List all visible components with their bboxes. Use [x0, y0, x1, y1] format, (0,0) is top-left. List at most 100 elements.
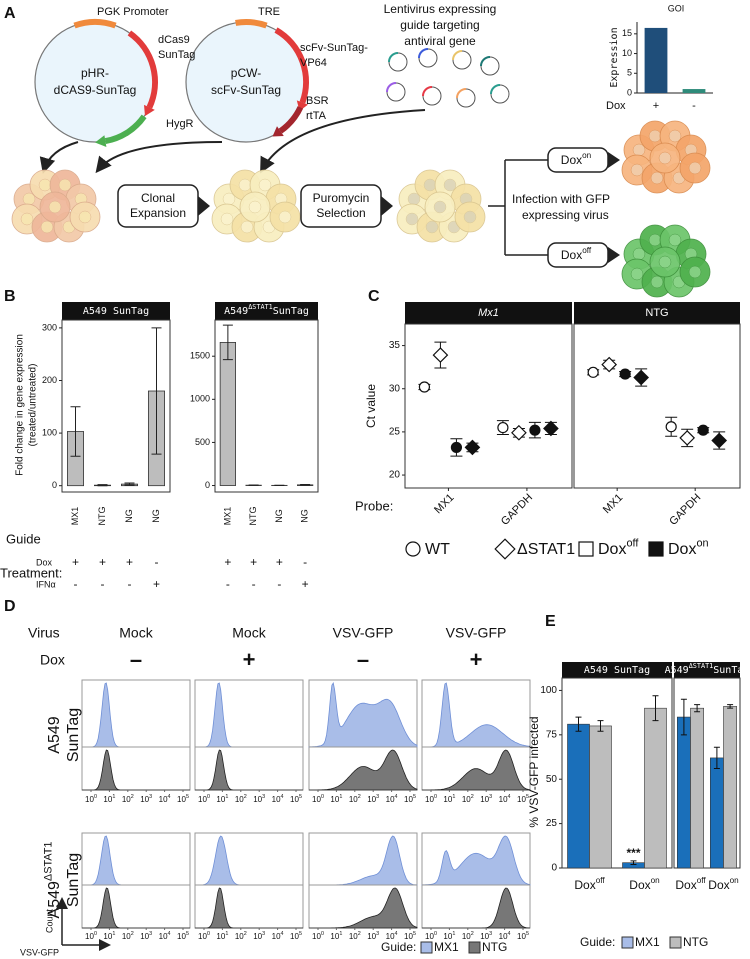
x-tick-label: 100	[312, 794, 324, 804]
treatment-value: +	[72, 555, 79, 569]
treatment-value: +	[224, 555, 231, 569]
x-tick-label: 101	[443, 931, 455, 941]
step-arrow	[381, 196, 393, 216]
cell-nucleus	[463, 210, 477, 224]
x-tick-label-part: 10	[198, 932, 207, 941]
x-tick-label-part: 0	[207, 931, 210, 937]
cell-nucleus	[48, 200, 62, 214]
x-tick-label: 104	[159, 931, 171, 941]
plot-frame	[573, 323, 741, 489]
point	[511, 424, 527, 441]
cell-nucleus	[258, 178, 272, 192]
x-tick-label: 101	[103, 931, 115, 941]
virus-guide	[418, 48, 429, 59]
cell-nucleus	[658, 151, 672, 165]
label: guide targeting	[400, 18, 479, 32]
legend-label: MX1	[434, 940, 459, 954]
x-tick-label-part: 4	[168, 794, 171, 800]
legend-label-part: off	[626, 537, 639, 549]
y-tick-label: 35	[389, 340, 401, 351]
x-tick-label: Doxon	[708, 876, 738, 892]
y-tick-label: 30	[389, 383, 401, 394]
label: Doxoff	[561, 246, 592, 262]
legend-label: MX1	[635, 935, 660, 949]
x-tick-label-part: 0	[321, 794, 324, 800]
plasmid-feature	[104, 114, 147, 145]
x-tick-label: 101	[216, 931, 228, 941]
cell-nucleus	[668, 233, 682, 247]
cell-nucleus	[630, 267, 644, 281]
x-tick-label: NG	[274, 509, 284, 523]
treatment-value: -	[252, 577, 256, 591]
x-tick-label: 104	[272, 931, 284, 941]
label: dCas9	[158, 34, 190, 46]
x-tick-label-part: 5	[186, 931, 189, 937]
plot-frame	[61, 319, 171, 493]
legend-label: Doxoff	[598, 537, 639, 558]
x-tick-label: 102	[349, 794, 361, 804]
bar	[644, 707, 667, 869]
x-tick-label-part: 2	[358, 931, 361, 937]
x-tick-label-part: 5	[299, 931, 302, 937]
y-tick-label: 0	[205, 480, 210, 490]
plasmid-arrow	[272, 126, 284, 137]
error-bar	[300, 483, 311, 486]
histogram	[308, 681, 418, 748]
treatment-value: -	[303, 555, 307, 569]
x-tick-label-part: 10	[312, 932, 321, 941]
y-tick-label: 200	[42, 375, 57, 385]
x-tick-label-part: 4	[508, 794, 511, 800]
x-tick-label-part: 10	[443, 932, 452, 941]
row-label: SunTag	[65, 853, 82, 907]
x-tick-label-part: 10	[330, 932, 339, 941]
label: Expansion	[130, 206, 186, 220]
point	[450, 441, 463, 454]
x-tick-label-part: 4	[395, 794, 398, 800]
x-tick-label-part: 10	[499, 932, 508, 941]
x-tick-label: 100	[198, 794, 210, 804]
x-tick-label-part: 10	[85, 932, 94, 941]
virus-guide	[452, 50, 463, 61]
x-tick-label: 103	[480, 931, 492, 941]
plot-frame	[214, 319, 319, 493]
row-label-part: ΔSTAT1	[42, 842, 54, 882]
y-tick-label: 1000	[190, 394, 210, 404]
treatment-value: +	[276, 555, 283, 569]
plasmid-feature	[73, 19, 117, 29]
legend-label: NTG	[683, 935, 708, 949]
x-tick-label: 105	[177, 931, 189, 941]
y-tick-label: 0	[627, 87, 632, 97]
label-part: Dox	[561, 248, 582, 262]
x-tick-label: 100	[425, 931, 437, 941]
facet-title-part: SunTag	[713, 665, 749, 676]
x-tick-label-part: 10	[462, 795, 471, 804]
x-tick-label-part: 10	[122, 932, 131, 941]
x-tick-label: 101	[330, 794, 342, 804]
label: scFv-SunTag	[211, 83, 281, 97]
treatment-value: +	[250, 555, 257, 569]
label: antiviral gene	[404, 34, 476, 48]
point	[711, 432, 728, 449]
facet-title-part: ΔSTAT1	[248, 303, 273, 311]
cell-nucleus	[405, 212, 419, 226]
x-tick-label-part: 10	[290, 795, 299, 804]
x-tick-label: Doxoff	[574, 876, 605, 892]
column-label: VSV-GFP	[333, 625, 394, 641]
x-tick-label-part: 5	[413, 931, 416, 937]
bar	[690, 707, 704, 869]
virus-guide	[422, 86, 433, 97]
legend-title: Guide:	[580, 935, 615, 949]
x-tick-label: 102	[122, 931, 134, 941]
cell-nucleus	[40, 220, 54, 234]
x-tick-label: 103	[140, 794, 152, 804]
x-tick-label-part: Dox	[675, 878, 696, 892]
x-tick-label-part: 1	[452, 794, 455, 800]
bar	[709, 757, 724, 869]
error-bar	[575, 716, 582, 732]
histogram	[309, 887, 418, 929]
cell-nucleus	[688, 265, 702, 279]
x-tick-label: 105	[290, 794, 302, 804]
x-tick-label: 103	[140, 931, 152, 941]
x-tick-label-part: 0	[94, 931, 97, 937]
x-tick-label-part: 10	[349, 795, 358, 804]
